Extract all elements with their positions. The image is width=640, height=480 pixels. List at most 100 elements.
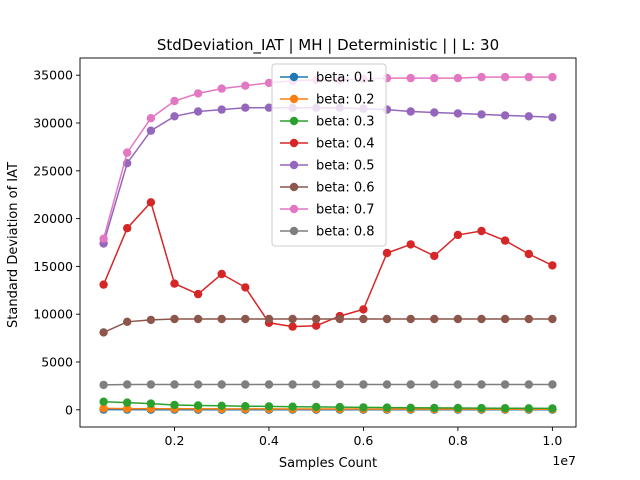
legend-entry: beta: 0.6 [280, 181, 375, 196]
data-point [170, 279, 179, 288]
data-point [99, 280, 108, 289]
data-point [477, 403, 486, 413]
data-point [453, 403, 463, 413]
data-point [123, 404, 132, 413]
data-point [430, 380, 439, 389]
y-tick-label: 10000 [33, 307, 73, 322]
x-tick-label: 0.2 [165, 433, 185, 448]
data-point [382, 314, 392, 324]
y-tick-label: 15000 [33, 259, 73, 274]
data-point [146, 315, 156, 325]
data-point [524, 380, 533, 389]
data-point [548, 72, 557, 82]
data-point [264, 314, 274, 324]
data-point [241, 314, 250, 324]
data-point [288, 322, 297, 331]
data-point [288, 402, 297, 411]
data-point [477, 314, 486, 324]
data-point [288, 380, 297, 389]
y-tick-label: 30000 [33, 116, 73, 131]
data-point [264, 103, 274, 112]
data-point [453, 73, 463, 83]
data-point [430, 403, 439, 413]
data-point [500, 111, 510, 120]
data-point [170, 112, 179, 121]
data-point [123, 224, 132, 233]
data-point [548, 261, 557, 270]
legend-marker [289, 116, 299, 126]
legend-marker [289, 160, 299, 170]
series-3 [99, 397, 557, 413]
legend-label: beta: 0.8 [316, 225, 375, 240]
data-point [548, 404, 557, 413]
data-point [217, 84, 226, 93]
x-tick-label: 1.0 [542, 433, 562, 448]
legend-marker [289, 94, 299, 104]
legend-label: beta: 0.6 [316, 181, 375, 196]
data-point [146, 114, 156, 123]
data-point [170, 96, 179, 106]
data-point [193, 380, 203, 389]
data-point [524, 112, 533, 121]
data-point [382, 380, 392, 389]
y-tick-label: 5000 [41, 354, 73, 369]
x-axis: 0.2 0.4 0.6 0.8 1.0 [165, 427, 562, 448]
data-point [335, 314, 344, 324]
data-point [241, 81, 250, 90]
data-point [500, 380, 510, 389]
data-point [382, 403, 392, 412]
legend-entry: beta: 0.5 [280, 159, 375, 174]
data-point [217, 380, 226, 389]
data-point [453, 314, 463, 324]
data-point [430, 108, 439, 117]
data-point [453, 230, 463, 240]
data-point [477, 72, 486, 82]
series-7 [99, 72, 557, 243]
data-point [217, 269, 226, 279]
data-point [430, 314, 439, 324]
data-point [264, 402, 274, 411]
y-tick-label: 20000 [33, 211, 73, 226]
data-point [288, 314, 297, 324]
legend-marker [289, 204, 299, 214]
data-point [524, 404, 533, 413]
plot-frame [79, 57, 577, 428]
data-point [146, 380, 156, 389]
data-point [241, 402, 250, 411]
data-point [477, 226, 486, 236]
data-point [193, 107, 203, 116]
data-point [193, 314, 203, 324]
data-point [146, 198, 156, 207]
data-point [548, 314, 557, 324]
data-point [548, 380, 557, 389]
data-point [312, 321, 321, 330]
legend: beta: 0.1 beta: 0.2 beta: 0.3 beta: 0.4 beta… [271, 63, 387, 247]
legend-label: beta: 0.7 [316, 203, 375, 218]
data-point [359, 305, 368, 314]
x-tick-label: 0.6 [353, 433, 373, 448]
data-point [123, 398, 132, 407]
data-point [406, 73, 415, 83]
data-point [99, 328, 108, 337]
data-point [217, 401, 226, 410]
y-axis: 0 5000 10000 15000 20000 25000 30000 35000 [33, 68, 80, 417]
legend-label: beta: 0.2 [316, 93, 375, 108]
data-point [500, 404, 510, 413]
plot-area [79, 57, 577, 428]
data-point [123, 317, 132, 326]
legend-marker [289, 72, 299, 82]
legend-marker [289, 138, 299, 148]
data-point [217, 314, 226, 324]
legend-marker [289, 182, 299, 192]
data-point [146, 399, 156, 408]
data-point [241, 380, 250, 389]
x-axis-title: Samples Count [279, 456, 377, 471]
legend-box [271, 63, 387, 247]
data-point [99, 380, 108, 390]
chart-title: StdDeviation_IAT | MH | Deterministic | … [157, 36, 499, 55]
data-point [500, 72, 510, 82]
data-point [430, 73, 439, 83]
data-point [524, 72, 533, 82]
legend-entry: beta: 0.2 [280, 93, 375, 108]
